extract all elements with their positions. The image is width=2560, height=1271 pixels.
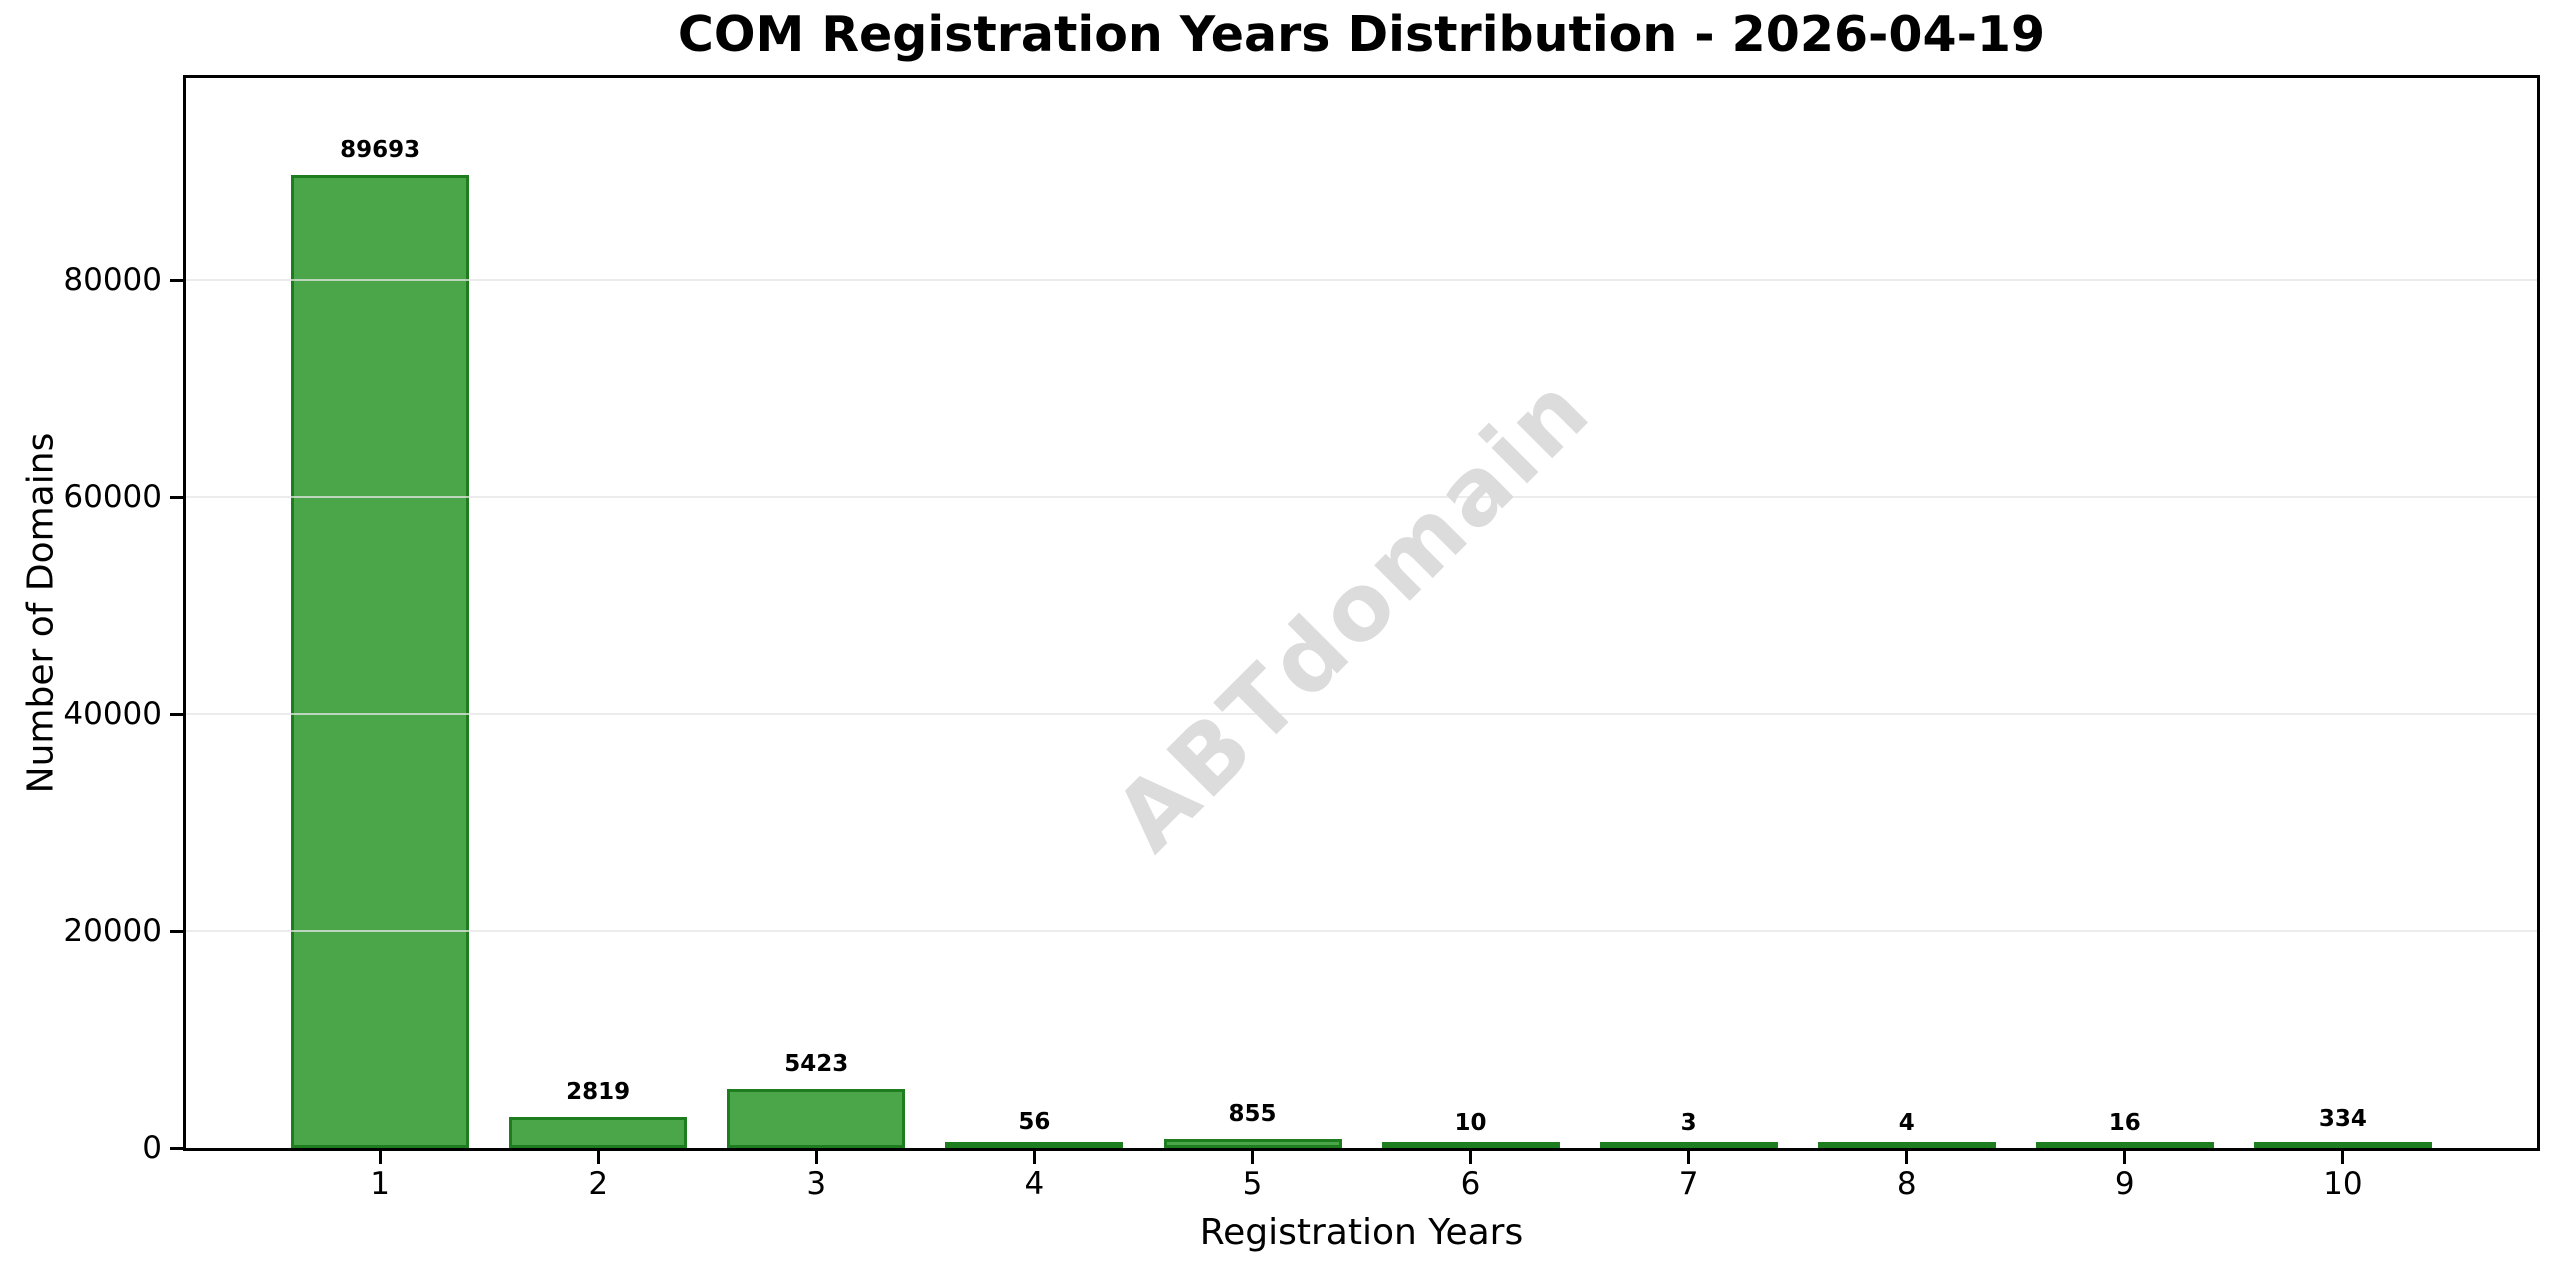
watermark-text: ABTdomain <box>1094 354 1612 872</box>
x-axis-title: Registration Years <box>1199 1212 1524 1253</box>
x-tick-label: 4 <box>1024 1166 1045 1202</box>
bar-year-9 <box>2035 1142 2214 1148</box>
bar-value-label-10: 334 <box>2318 1106 2367 1133</box>
bar-value-label-9: 16 <box>2108 1109 2141 1136</box>
gridline-y-80000 <box>186 278 2537 281</box>
x-tick-mark <box>1905 1151 1909 1164</box>
x-tick-mark <box>814 1151 818 1164</box>
x-tick-label: 10 <box>2323 1166 2363 1202</box>
x-tick-label: 9 <box>2114 1166 2135 1202</box>
bar-value-label-3: 5423 <box>784 1051 849 1078</box>
bar-value-label-4: 56 <box>1018 1109 1051 1136</box>
x-tick-mark <box>378 1151 382 1164</box>
bar-value-label-5: 855 <box>1228 1100 1277 1127</box>
bar-year-4 <box>945 1142 1124 1148</box>
x-tick-label: 3 <box>806 1166 827 1202</box>
plot-area: ABTdomain <box>183 75 2540 1151</box>
y-tick-label: 0 <box>142 1130 162 1166</box>
x-tick-label: 5 <box>1242 1166 1263 1202</box>
x-tick-mark <box>596 1151 600 1164</box>
bar-year-2 <box>509 1117 688 1148</box>
y-tick-label: 80000 <box>63 261 162 298</box>
x-tick-label: 6 <box>1460 1166 1481 1202</box>
x-tick-label: 2 <box>588 1166 609 1202</box>
gridline-y-20000 <box>186 929 2537 932</box>
x-tick-label: 8 <box>1896 1166 1917 1202</box>
y-tick-label: 60000 <box>63 478 162 515</box>
bar-year-7 <box>1599 1142 1778 1148</box>
bar-value-label-7: 3 <box>1680 1109 1697 1136</box>
gridline-y-40000 <box>186 712 2537 715</box>
x-tick-label: 7 <box>1678 1166 1699 1202</box>
bar-value-label-6: 10 <box>1454 1109 1487 1136</box>
bar-year-8 <box>1817 1142 1996 1148</box>
x-tick-label: 1 <box>370 1166 390 1202</box>
x-tick-mark <box>1032 1151 1036 1164</box>
bar-value-label-1: 89693 <box>340 136 421 163</box>
y-tick-mark <box>170 712 183 716</box>
bar-value-label-8: 4 <box>1898 1109 1915 1136</box>
bar-year-3 <box>727 1089 906 1148</box>
bar-year-6 <box>1381 1142 1560 1148</box>
y-tick-label: 40000 <box>63 695 162 732</box>
y-tick-mark <box>170 495 183 499</box>
x-tick-mark <box>1687 1151 1691 1164</box>
x-tick-mark <box>1250 1151 1254 1164</box>
y-tick-mark <box>170 278 183 282</box>
y-tick-mark <box>170 929 183 933</box>
y-tick-mark <box>170 1147 183 1150</box>
bar-year-10 <box>2254 1142 2433 1148</box>
chart-title: COM Registration Years Distribution - 20… <box>677 6 2046 63</box>
y-tick-label: 20000 <box>63 912 162 949</box>
bar-value-label-2: 2819 <box>566 1079 631 1106</box>
x-tick-mark <box>2123 1151 2127 1164</box>
x-tick-mark <box>1469 1151 1473 1164</box>
bar-year-5 <box>1163 1139 1342 1148</box>
gridline-y-60000 <box>186 495 2537 498</box>
x-tick-mark <box>2341 1151 2345 1164</box>
bar-year-1 <box>291 175 470 1148</box>
